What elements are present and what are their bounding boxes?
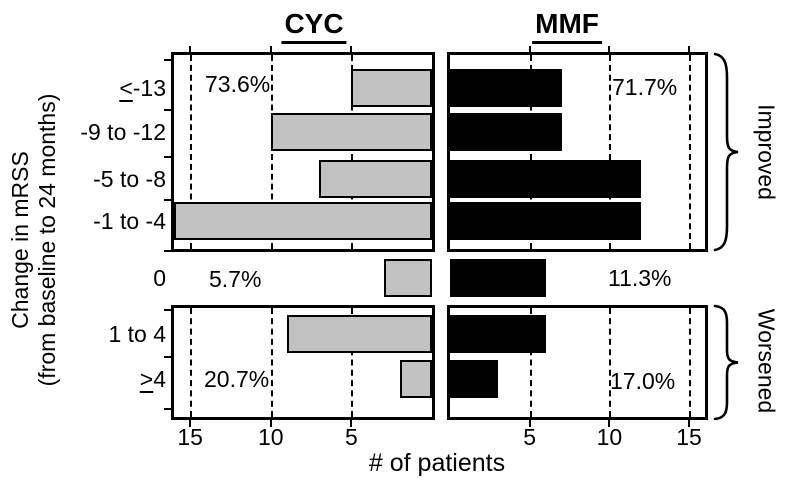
y-axis-tick: [164, 408, 171, 410]
y-axis-title-line2: (from baseline to 24 months): [34, 93, 60, 387]
y-axis-title-line1: Change in mRSS: [7, 151, 33, 329]
bar-cyc-0: [351, 69, 432, 107]
gridline-cyc-15: [190, 55, 193, 249]
inequality-sign: >: [139, 366, 154, 392]
bar-mmf-0: [450, 69, 562, 107]
x-axis-tick: [688, 420, 691, 427]
bar-cyc-5: [286, 315, 432, 353]
improved-brace: [713, 52, 739, 252]
pct-cyc-improved: 73.6%: [205, 71, 271, 97]
x-axis-tick: [189, 420, 192, 427]
panel-mmf-improved: [447, 52, 708, 252]
category-label: -5 to -8: [93, 165, 166, 192]
x-axis-tick-top: [350, 46, 353, 52]
gridline-cyc-10: [270, 308, 273, 417]
pct-mmf-improved: 71.7%: [612, 74, 678, 100]
y-axis-title: Change in mRSS (from baseline to 24 mont…: [7, 94, 61, 387]
panel-cyc-worsened: [171, 305, 435, 420]
y-axis-tick: [164, 250, 171, 252]
x-axis-tick: [608, 420, 611, 427]
y-axis-tick: [164, 156, 171, 158]
category-label: <-13: [119, 75, 166, 101]
category-label: -9 to -12: [80, 119, 166, 145]
bar-mmf-3: [450, 201, 642, 240]
y-axis-tick: [164, 355, 171, 358]
gridline-mmf-5: [529, 55, 532, 249]
x-tick-label: 5: [344, 424, 358, 450]
gridline-cyc-5: [351, 55, 354, 249]
gridline-mmf-15: [689, 308, 692, 417]
bar-cyc-6: [399, 360, 432, 398]
panel-cyc-improved: [171, 52, 435, 252]
gridline-cyc-15: [190, 308, 193, 417]
improved-group-label: Improved: [753, 104, 780, 200]
gridline-cyc-5: [351, 308, 354, 417]
x-axis-tick-top: [189, 46, 192, 52]
bar-mmf-4: [450, 259, 546, 297]
gridline-mmf-10: [609, 55, 612, 249]
x-axis-tick-top: [269, 46, 272, 52]
mmf-title: MMF: [532, 8, 602, 44]
category-label: 1 to 4: [108, 321, 166, 347]
bar-cyc-2: [319, 159, 432, 198]
y-axis-tick: [164, 309, 171, 311]
x-axis-tick-top: [528, 46, 531, 52]
pct-mmf-worsened: 17.0%: [610, 368, 676, 394]
bar-mmf-1: [450, 113, 562, 151]
pct-mmf-zero: 11.3%: [608, 265, 672, 291]
panel-mmf-worsened: [447, 305, 708, 420]
gridline-mmf-5: [529, 308, 532, 417]
pct-cyc-zero: 5.7%: [209, 266, 262, 292]
x-tick-label: 10: [596, 424, 623, 450]
x-axis-tick: [269, 420, 272, 427]
y-axis-tick: [164, 108, 171, 111]
y-axis-tick: [164, 59, 171, 61]
x-axis-title: # of patients: [368, 449, 506, 477]
bar-cyc-3: [174, 201, 432, 240]
worsened-group-label: Worsened: [753, 308, 780, 414]
x-tick-label: 15: [177, 424, 203, 450]
bar-cyc-1: [270, 113, 432, 151]
y-axis-tick: [164, 198, 171, 201]
cyc-title: CYC: [281, 8, 347, 44]
gridline-cyc-10: [270, 55, 273, 249]
category-label: >4: [139, 366, 166, 392]
bar-cyc-4: [383, 259, 432, 297]
x-axis-tick-top: [688, 46, 691, 52]
pct-cyc-worsened: 20.7%: [204, 366, 270, 392]
x-tick-label: 15: [676, 424, 702, 450]
x-tick-label: 10: [257, 424, 284, 450]
worsened-brace: [713, 304, 739, 421]
category-label: -1 to -4: [93, 207, 166, 234]
x-axis-tick: [528, 420, 531, 427]
gridline-mmf-15: [689, 55, 692, 249]
x-axis-tick: [350, 420, 353, 427]
category-label: 0: [153, 265, 166, 291]
bar-mmf-6: [450, 360, 498, 398]
x-tick-label: 5: [523, 424, 537, 450]
gridline-mmf-10: [609, 308, 612, 417]
bar-mmf-5: [450, 315, 546, 353]
bar-mmf-2: [450, 159, 642, 198]
inequality-sign: <: [119, 75, 133, 101]
x-axis-tick-top: [608, 46, 611, 52]
